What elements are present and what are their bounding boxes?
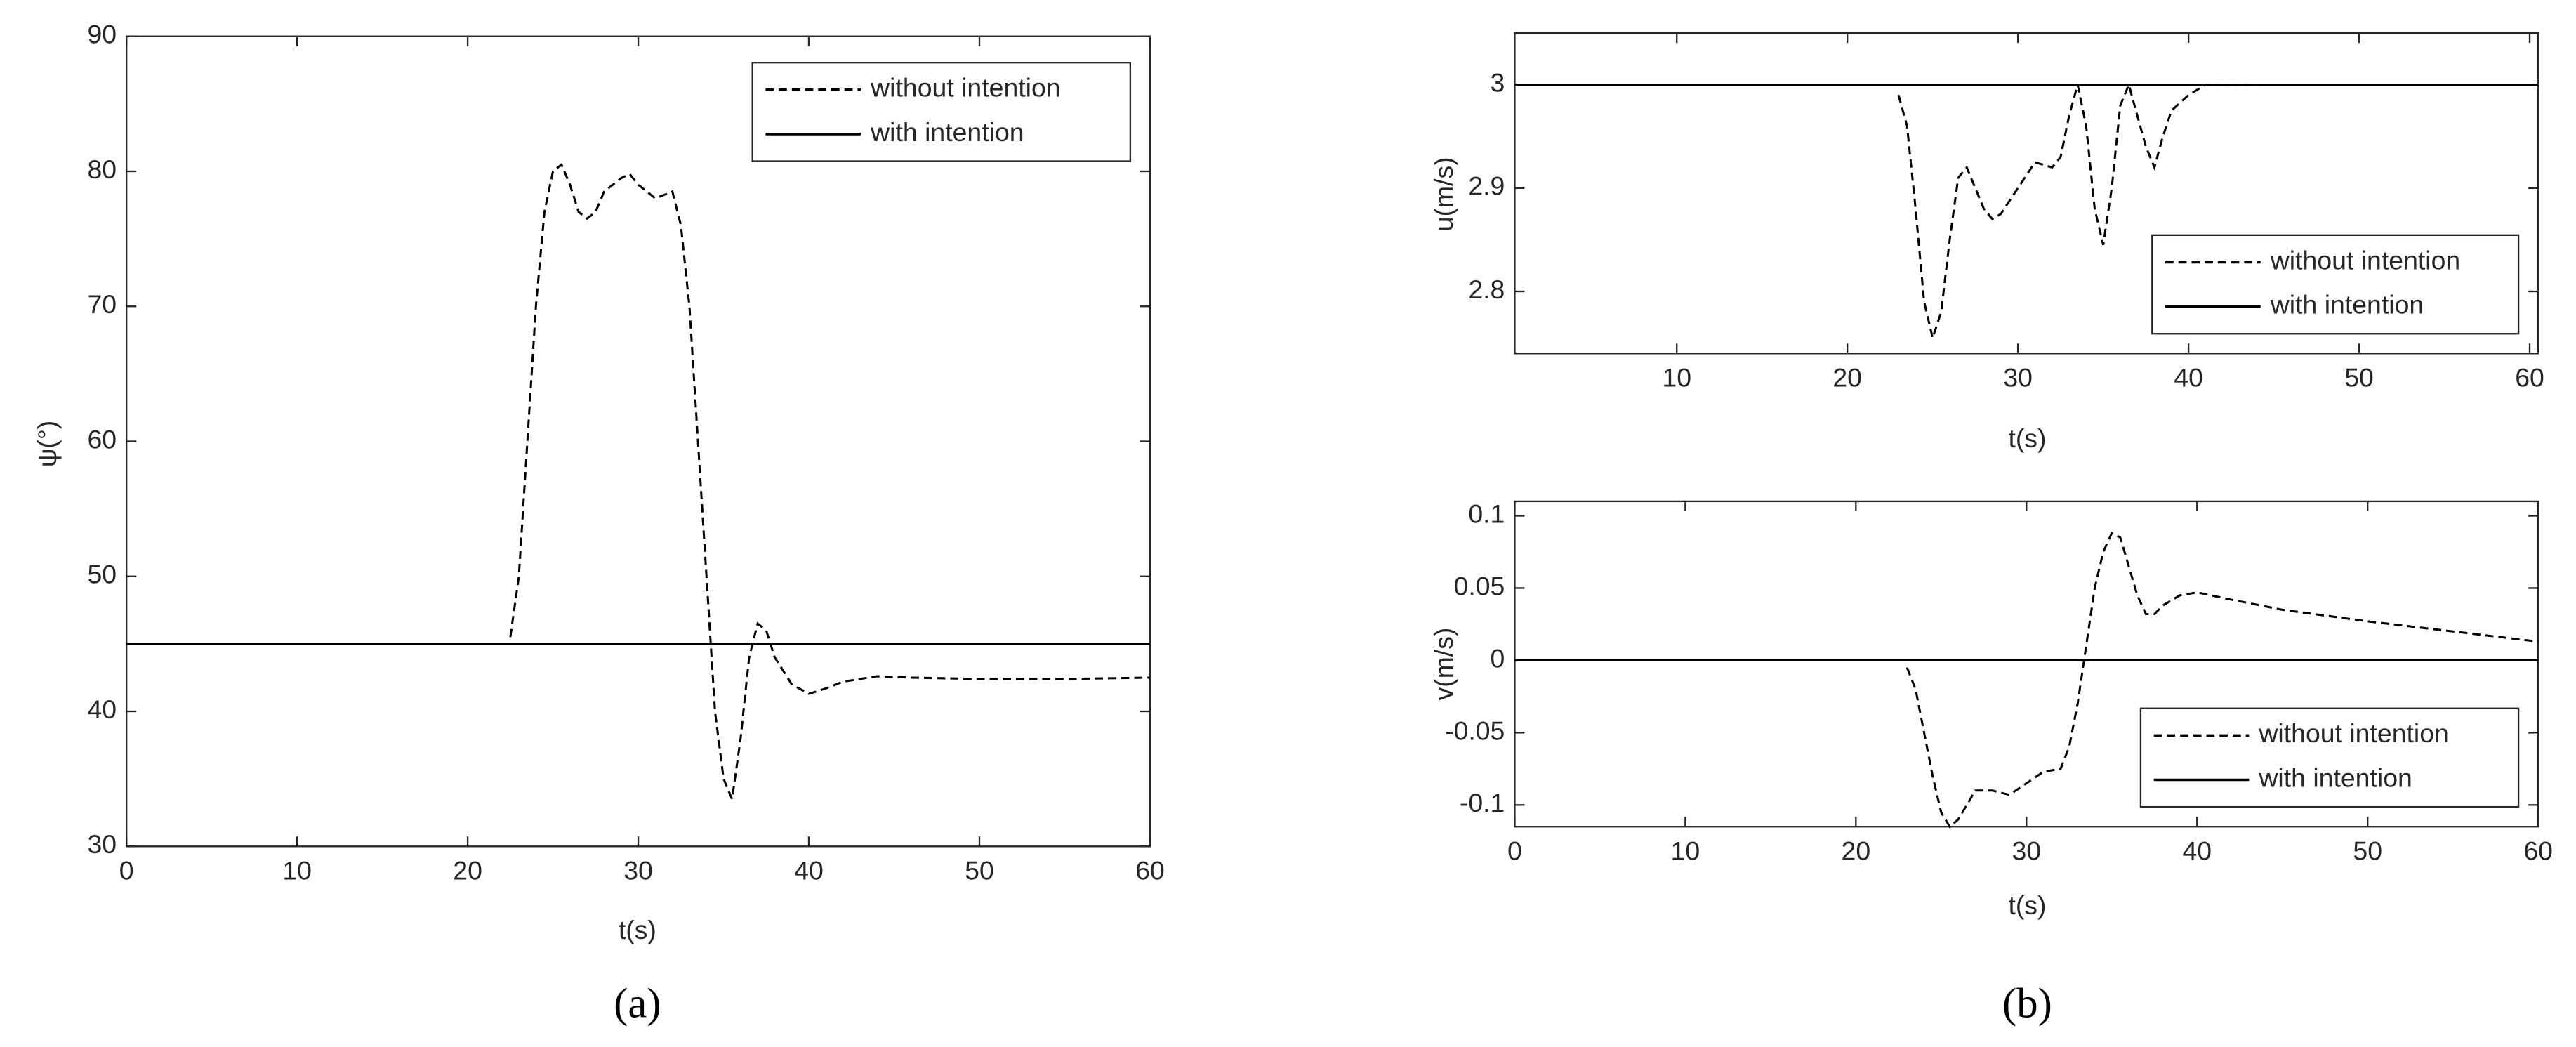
legend-label: without intention (2258, 718, 2448, 748)
x-tick-label: 50 (2353, 836, 2382, 866)
y-tick-label: 90 (88, 20, 117, 49)
x-tick-label: 30 (623, 856, 653, 885)
x-tick-label: 40 (2182, 836, 2212, 866)
x-tick-label: 20 (1832, 363, 1862, 393)
y-axis-label: ψ(°) (32, 421, 62, 468)
y-tick-label: -0.1 (1460, 788, 1505, 817)
legend-box (751, 61, 1132, 162)
y-tick-label: 0 (1491, 643, 1505, 673)
y-tick-label: 80 (88, 154, 117, 184)
legend-box (2151, 234, 2520, 335)
legend-label: with intention (2258, 763, 2412, 792)
y-tick-label: 40 (88, 694, 117, 724)
x-tick-label: 0 (119, 856, 134, 885)
y-tick-label: 50 (88, 560, 117, 589)
y-tick-label: 2.8 (1468, 275, 1505, 304)
x-tick-label: 60 (1135, 856, 1165, 885)
x-tick-label: 10 (1662, 363, 1691, 393)
x-axis-label: t(s) (2008, 890, 2046, 920)
y-tick-label: 60 (88, 424, 117, 454)
series-line (1905, 532, 2539, 829)
x-tick-label: 0 (1507, 836, 1522, 866)
y-axis-label: u(m/s) (1429, 157, 1458, 231)
x-axis-label: t(s) (2008, 423, 2046, 453)
legend-label: with intention (2270, 290, 2424, 320)
series-line (1897, 81, 2257, 342)
plot-area (126, 35, 1151, 848)
y-tick-label: 30 (88, 829, 117, 859)
caption: (a) (614, 980, 661, 1027)
y-tick-label: 70 (88, 289, 117, 319)
x-tick-label: 40 (794, 856, 824, 885)
x-tick-label: 60 (2523, 836, 2553, 866)
legend-label: with intention (870, 117, 1024, 147)
x-tick-label: 50 (2344, 363, 2374, 393)
x-axis-label: t(s) (619, 915, 656, 944)
x-tick-label: 40 (2174, 363, 2203, 393)
y-tick-label: 2.9 (1468, 171, 1505, 201)
series-line (509, 162, 1150, 803)
x-tick-label: 30 (2003, 363, 2033, 393)
x-tick-label: 60 (2515, 363, 2544, 393)
y-axis-label: v(m/s) (1429, 628, 1458, 701)
caption: (b) (2002, 980, 2052, 1027)
x-tick-label: 20 (1842, 836, 1871, 866)
x-tick-label: 10 (282, 856, 312, 885)
x-tick-label: 50 (965, 856, 994, 885)
y-tick-label: 0.05 (1454, 571, 1505, 600)
x-tick-label: 10 (1671, 836, 1700, 866)
x-tick-label: 20 (453, 856, 482, 885)
x-tick-label: 30 (2012, 836, 2041, 866)
y-tick-label: 0.1 (1468, 499, 1505, 528)
y-tick-label: -0.05 (1445, 716, 1505, 745)
legend-label: without intention (2270, 245, 2460, 275)
legend-box (2139, 707, 2520, 808)
legend-label: without intention (870, 73, 1060, 103)
y-tick-label: 3 (1491, 68, 1505, 98)
